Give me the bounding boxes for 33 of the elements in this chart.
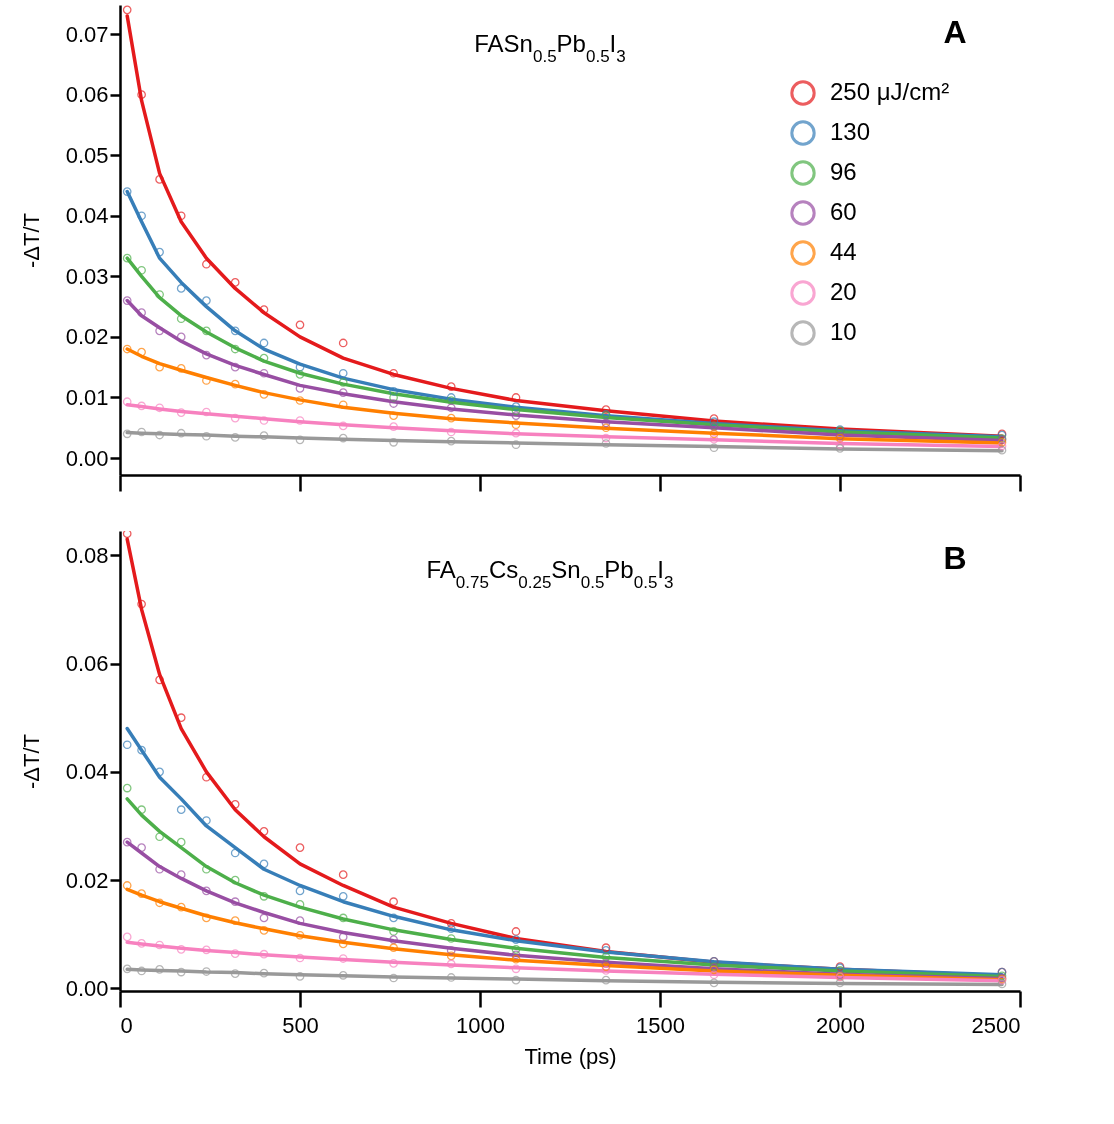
x-tick-label: 2000 bbox=[816, 1012, 865, 1038]
y-tick-label: 0.00 bbox=[65, 445, 109, 471]
legend-label: 130 bbox=[830, 118, 871, 145]
x-tick-label: 1500 bbox=[636, 1012, 685, 1038]
legend-label: 96 bbox=[830, 158, 857, 185]
y-axis-title: -ΔT/T bbox=[18, 212, 44, 269]
y-tick-label: 0.03 bbox=[65, 263, 109, 289]
y-tick-label: 0.04 bbox=[65, 203, 109, 229]
text: FASn$_{0.5}$Pb$_{0.5}$I$_{3}$ bbox=[474, 30, 626, 66]
legend-label: 250 μJ/cm² bbox=[830, 78, 950, 105]
legend-label: 10 bbox=[830, 318, 857, 345]
x-tick-label: 1000 bbox=[456, 1012, 505, 1038]
x-tick-label: 2500 bbox=[971, 1012, 1021, 1038]
y-axis-title: -ΔT/T bbox=[18, 733, 44, 790]
y-tick-label: 0.01 bbox=[65, 384, 109, 410]
y-tick-label: 0.02 bbox=[65, 324, 109, 350]
y-tick-label: 0.08 bbox=[65, 542, 109, 568]
legend-label: 60 bbox=[830, 198, 857, 225]
x-tick-label: 500 bbox=[282, 1012, 319, 1038]
y-tick-label: 0.06 bbox=[65, 651, 109, 677]
x-tick-label: 0 bbox=[120, 1012, 133, 1038]
y-tick-label: 0.04 bbox=[65, 759, 109, 785]
y-tick-label: 0.02 bbox=[65, 867, 109, 893]
y-tick-label: 0.00 bbox=[65, 975, 109, 1001]
chart-title: FA$_{0.75}$Cs$_{0.25}$Sn$_{0.5}$Pb$_{0.5}$I$_{3}$ bbox=[426, 556, 674, 592]
annotation: B bbox=[943, 540, 967, 576]
y-tick-label: 0.06 bbox=[65, 82, 109, 108]
y-tick-label: 0.07 bbox=[65, 21, 109, 47]
x-axis-title: Time (ps) bbox=[524, 1043, 617, 1069]
legend-label: 20 bbox=[830, 278, 857, 305]
y-tick-label: 0.05 bbox=[65, 142, 109, 168]
legend-label: 44 bbox=[830, 238, 857, 265]
annotation: A bbox=[943, 14, 967, 50]
